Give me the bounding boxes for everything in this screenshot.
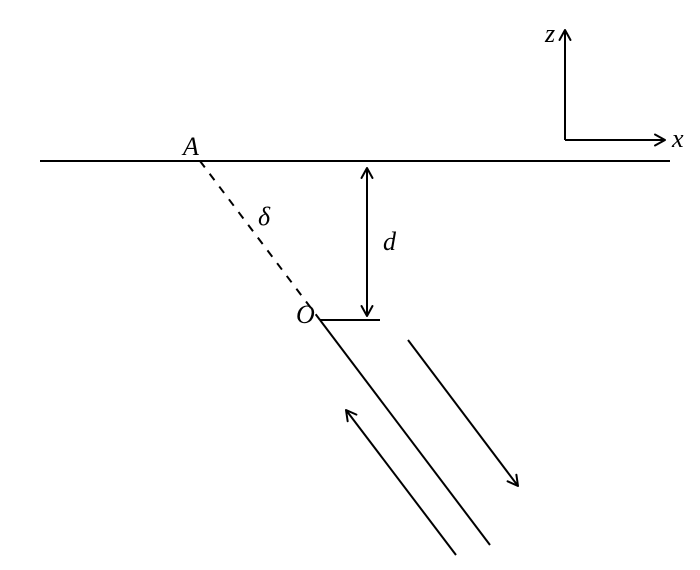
label-o: O xyxy=(296,300,315,329)
label-a: A xyxy=(181,132,199,161)
slip-arrow-left xyxy=(346,410,456,555)
label-x: x xyxy=(671,124,684,153)
label-delta: δ xyxy=(258,202,271,231)
label-d: d xyxy=(383,227,397,256)
fault-line-solid xyxy=(320,320,490,545)
label-z: z xyxy=(544,19,555,48)
fault-line-dashed xyxy=(200,161,320,320)
slip-arrow-right xyxy=(408,340,518,486)
